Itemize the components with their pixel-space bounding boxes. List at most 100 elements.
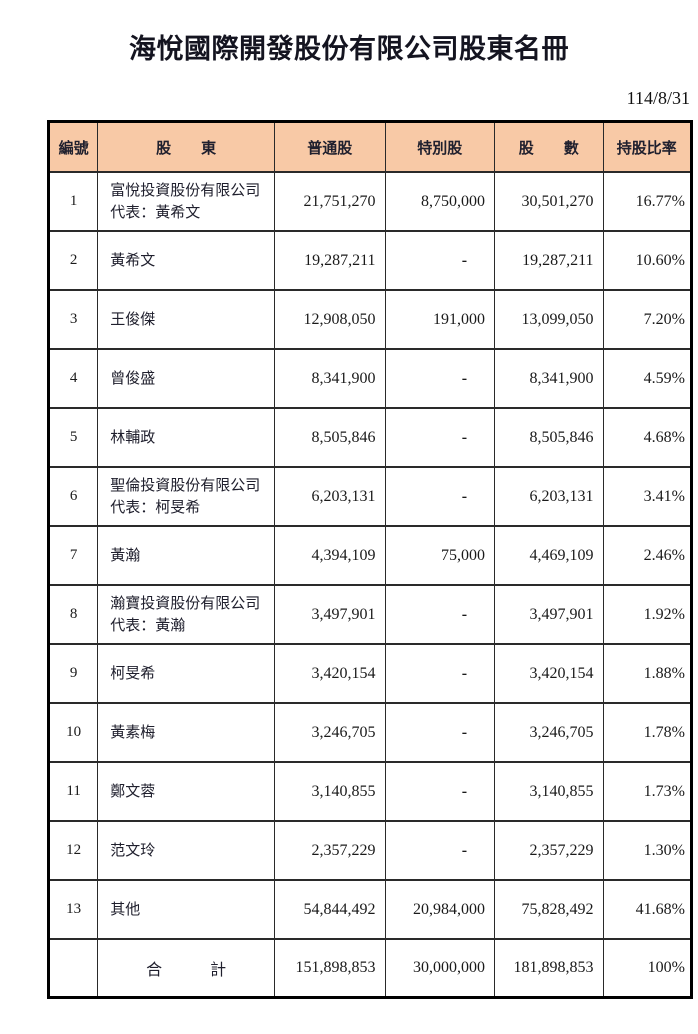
cell-common-shares: 3,420,154	[274, 643, 386, 704]
cell-special-shares: -	[384, 820, 496, 881]
cell-no: 7	[47, 525, 99, 586]
table-body: 1 富悅投資股份有限公司 代表：黃希文 21,751,270 8,750,000…	[47, 171, 693, 940]
table-row: 7 黃瀚 4,394,109 75,000 4,469,109 2.46%	[47, 525, 693, 586]
cell-no: 6	[47, 466, 99, 527]
shareholder-name: 曾俊盛	[110, 370, 156, 387]
cell-common-shares: 3,140,855	[274, 761, 386, 822]
cell-shareholder: 曾俊盛	[97, 348, 276, 409]
cell-no: 11	[47, 761, 99, 822]
header-row: 編號 股 東 普通股 特別股 股 數 持股比率	[47, 120, 693, 173]
cell-shareholder: 聖倫投資股份有限公司 代表：柯旻希	[97, 466, 276, 527]
cell-ratio: 1.88%	[602, 643, 693, 704]
cell-special-shares: 20,984,000	[384, 879, 496, 940]
cell-no: 10	[47, 702, 99, 763]
table-row: 3 王俊傑 12,908,050 191,000 13,099,050 7.20…	[47, 289, 693, 350]
table-header: 編號 股 東 普通股 特別股 股 數 持股比率	[47, 120, 693, 173]
total-section: 合 計 151,898,853 30,000,000 181,898,853 1…	[47, 938, 693, 999]
cell-common-shares: 4,394,109	[274, 525, 386, 586]
table-row: 9 柯旻希 3,420,154 - 3,420,154 1.88%	[47, 643, 693, 704]
cell-special-shares: -	[384, 702, 496, 763]
cell-shareholder: 黃瀚	[97, 525, 276, 586]
cell-shareholder: 王俊傑	[97, 289, 276, 350]
col-header-shareholder: 股 東	[97, 120, 276, 173]
cell-ratio: 1.78%	[602, 702, 693, 763]
total-ratio: 100%	[602, 938, 693, 999]
col-header-share-count: 股 數	[494, 120, 604, 173]
table-row: 12 范文玲 2,357,229 - 2,357,229 1.30%	[47, 820, 693, 881]
cell-shareholder: 柯旻希	[97, 643, 276, 704]
cell-common-shares: 2,357,229	[274, 820, 386, 881]
cell-share-count: 13,099,050	[494, 289, 604, 350]
table-row: 4 曾俊盛 8,341,900 - 8,341,900 4.59%	[47, 348, 693, 409]
cell-ratio: 2.46%	[602, 525, 693, 586]
shareholder-name: 王俊傑	[110, 311, 156, 328]
shareholder-name: 富悅投資股份有限公司	[110, 182, 261, 199]
shareholder-name: 鄭文蓉	[110, 783, 156, 800]
report-date: 114/8/31	[626, 88, 690, 108]
cell-special-shares: -	[384, 466, 496, 527]
shareholder-representative: 代表：黃希文	[110, 204, 201, 221]
total-share-count: 181,898,853	[494, 938, 604, 999]
cell-share-count: 8,505,846	[494, 407, 604, 468]
cell-share-count: 3,246,705	[494, 702, 604, 763]
table-row: 13 其他 54,844,492 20,984,000 75,828,492 4…	[47, 879, 693, 940]
shareholder-name: 柯旻希	[110, 665, 156, 682]
cell-common-shares: 21,751,270	[274, 171, 386, 232]
cell-special-shares: -	[384, 407, 496, 468]
cell-share-count: 8,341,900	[494, 348, 604, 409]
shareholder-representative: 代表：柯旻希	[110, 499, 201, 516]
total-special-shares: 30,000,000	[384, 938, 496, 999]
cell-common-shares: 3,497,901	[274, 584, 386, 645]
cell-share-count: 2,357,229	[494, 820, 604, 881]
cell-special-shares: -	[384, 584, 496, 645]
cell-shareholder: 瀚寶投資股份有限公司 代表：黃瀚	[97, 584, 276, 645]
cell-ratio: 1.73%	[602, 761, 693, 822]
cell-ratio: 1.30%	[602, 820, 693, 881]
total-common-shares: 151,898,853	[274, 938, 386, 999]
total-label: 合 計	[97, 938, 276, 999]
cell-no: 1	[47, 171, 99, 232]
cell-shareholder: 富悅投資股份有限公司 代表：黃希文	[97, 171, 276, 232]
cell-ratio: 4.68%	[602, 407, 693, 468]
shareholder-name: 其他	[110, 901, 141, 918]
shareholder-name: 黃瀚	[110, 547, 141, 564]
cell-share-count: 3,140,855	[494, 761, 604, 822]
cell-common-shares: 3,246,705	[274, 702, 386, 763]
shareholder-name: 范文玲	[110, 842, 156, 859]
cell-no: 2	[47, 230, 99, 291]
cell-share-count: 3,420,154	[494, 643, 604, 704]
shareholder-name: 黃希文	[110, 252, 156, 269]
table-row: 8 瀚寶投資股份有限公司 代表：黃瀚 3,497,901 - 3,497,901…	[47, 584, 693, 645]
cell-ratio: 16.77%	[602, 171, 693, 232]
col-header-common-shares: 普通股	[274, 120, 386, 173]
cell-ratio: 7.20%	[602, 289, 693, 350]
cell-ratio: 4.59%	[602, 348, 693, 409]
shareholder-name: 瀚寶投資股份有限公司	[110, 595, 261, 612]
cell-share-count: 30,501,270	[494, 171, 604, 232]
table-row: 11 鄭文蓉 3,140,855 - 3,140,855 1.73%	[47, 761, 693, 822]
cell-ratio: 10.60%	[602, 230, 693, 291]
cell-share-count: 19,287,211	[494, 230, 604, 291]
table-row: 2 黃希文 19,287,211 - 19,287,211 10.60%	[47, 230, 693, 291]
total-row: 合 計 151,898,853 30,000,000 181,898,853 1…	[47, 938, 693, 999]
shareholder-name: 林輔政	[110, 429, 156, 446]
cell-special-shares: 75,000	[384, 525, 496, 586]
cell-share-count: 3,497,901	[494, 584, 604, 645]
cell-no: 12	[47, 820, 99, 881]
cell-special-shares: 8,750,000	[384, 171, 496, 232]
cell-ratio: 3.41%	[602, 466, 693, 527]
col-header-special-shares: 特別股	[384, 120, 496, 173]
cell-no: 4	[47, 348, 99, 409]
cell-common-shares: 8,505,846	[274, 407, 386, 468]
shareholder-name: 聖倫投資股份有限公司	[110, 477, 261, 494]
cell-shareholder: 黃希文	[97, 230, 276, 291]
table-row: 6 聖倫投資股份有限公司 代表：柯旻希 6,203,131 - 6,203,13…	[47, 466, 693, 527]
cell-shareholder: 林輔政	[97, 407, 276, 468]
cell-common-shares: 6,203,131	[274, 466, 386, 527]
shareholder-table: 編號 股 東 普通股 特別股 股 數 持股比率 1 富悅投資股份有限公司 代表：…	[47, 120, 693, 999]
cell-no: 13	[47, 879, 99, 940]
col-header-no: 編號	[47, 120, 99, 173]
cell-no: 3	[47, 289, 99, 350]
cell-no: 5	[47, 407, 99, 468]
cell-no: 8	[47, 584, 99, 645]
